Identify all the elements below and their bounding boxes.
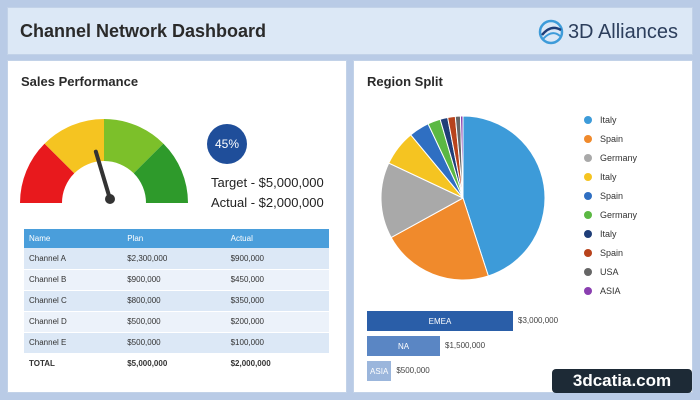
cell-plan: $500,000: [122, 311, 226, 333]
legend-item: Spain: [584, 186, 637, 205]
table-row: Channel B $900,000 $450,000: [24, 269, 329, 291]
cell-actual: $450,000: [225, 269, 329, 291]
cell-name: Channel B: [24, 269, 123, 291]
legend-swatch: [584, 248, 592, 257]
table-row: Channel E $500,000 $100,000: [24, 332, 329, 354]
legend-label: Spain: [600, 247, 624, 258]
pie-legend: Italy Spain Germany Italy Spain Germany Italy S…: [584, 110, 637, 300]
bar-emea: EMEA: [367, 311, 513, 331]
column-header-name: Name: [24, 229, 123, 248]
legend-label: Germany: [600, 152, 638, 163]
legend-item: Spain: [584, 243, 637, 262]
cell-name: Channel C: [24, 290, 123, 312]
legend-item: Italy: [584, 167, 637, 186]
cell-plan: $800,000: [122, 290, 226, 312]
table-header-row: Name Plan Actual: [24, 229, 329, 248]
cell-name: Channel E: [24, 332, 123, 354]
globe-logo-icon: [538, 19, 564, 45]
bar-asia: ASIA: [367, 361, 392, 381]
gauge-needle-hub: [105, 194, 115, 204]
sales-table: Name Plan Actual Channel A $2,300,000 $9…: [24, 229, 329, 375]
legend-swatch: [584, 134, 592, 143]
gauge-segment: [20, 143, 75, 203]
table-row: Channel C $800,000 $350,000: [24, 290, 329, 312]
legend-label: USA: [600, 266, 619, 277]
pie-slice-spain: [390, 197, 489, 281]
total-actual: $2,000,000: [225, 353, 329, 375]
legend-label: Italy: [600, 114, 617, 125]
sales-performance-panel: Sales Performance 45% Target - $5,000,00…: [7, 60, 347, 393]
legend-swatch: [584, 191, 592, 200]
bar-value-label: $3,000,000: [518, 316, 559, 325]
table-row: Channel D $500,000 $200,000: [24, 311, 329, 333]
legend-label: ASIA: [600, 285, 621, 296]
cell-plan: $2,300,000: [122, 248, 226, 270]
pie-slice-germany: [380, 162, 465, 239]
cell-name: Channel A: [24, 248, 123, 270]
legend-item: Italy: [584, 110, 637, 129]
column-header-plan: Plan: [122, 229, 226, 248]
percent-badge: 45%: [207, 124, 247, 164]
legend-item: Germany: [584, 148, 637, 167]
cell-actual: $200,000: [225, 311, 329, 333]
legend-item: Spain: [584, 129, 637, 148]
cell-actual: $100,000: [225, 332, 329, 354]
gauge-segment: [44, 119, 104, 174]
legend-item: Italy: [584, 224, 637, 243]
sales-gauge: [20, 119, 188, 204]
legend-item: Germany: [584, 205, 637, 224]
legend-swatch: [584, 172, 592, 181]
legend-item: ASIA: [584, 281, 637, 300]
total-label: TOTAL: [24, 353, 123, 375]
cell-plan: $500,000: [122, 332, 226, 354]
legend-label: Italy: [600, 228, 617, 239]
table-total-row: TOTAL $5,000,000 $2,000,000: [24, 353, 329, 375]
sales-performance-title: Sales Performance: [21, 74, 139, 89]
legend-label: Spain: [600, 133, 624, 144]
legend-item: USA: [584, 262, 637, 281]
table-row: Channel A $2,300,000 $900,000: [24, 248, 329, 270]
gauge-segment: [104, 119, 164, 174]
legend-swatch: [584, 115, 592, 124]
brand-logo: 3D Alliances: [538, 18, 678, 46]
legend-swatch: [584, 210, 592, 219]
column-header-actual: Actual: [225, 229, 329, 248]
actual-label: Actual - $2,000,000: [211, 195, 324, 210]
region-pie-chart: [380, 115, 546, 281]
watermark: 3dcatia.com: [552, 369, 692, 393]
gauge-needle: [93, 149, 112, 201]
pie-slice-asia: [459, 115, 464, 199]
cell-name: Channel D: [24, 311, 123, 333]
total-plan: $5,000,000: [122, 353, 226, 375]
logo-text: 3D Alliances: [567, 20, 678, 43]
target-label: Target - $5,000,000: [211, 175, 324, 190]
legend-swatch: [584, 286, 592, 295]
legend-label: Spain: [600, 190, 624, 201]
pie-slice-italy: [462, 115, 546, 277]
page-title: Channel Network Dashboard: [20, 21, 267, 41]
dashboard-header: Channel Network Dashboard 3D Alliances: [7, 7, 693, 55]
legend-swatch: [584, 267, 592, 276]
region-split-panel: Region Split Italy Spain Germany Italy Spain…: [353, 60, 693, 393]
legend-label: Italy: [600, 171, 617, 182]
region-split-title: Region Split: [367, 74, 443, 89]
bar-na: NA: [367, 336, 440, 356]
cell-actual: $350,000: [225, 290, 329, 312]
cell-plan: $900,000: [122, 269, 226, 291]
legend-label: Germany: [600, 209, 638, 220]
gauge-segment: [133, 143, 188, 203]
legend-swatch: [584, 153, 592, 162]
bar-value-label: $1,500,000: [445, 341, 486, 350]
cell-actual: $900,000: [225, 248, 329, 270]
legend-swatch: [584, 229, 592, 238]
bar-value-label: $500,000: [396, 366, 430, 375]
